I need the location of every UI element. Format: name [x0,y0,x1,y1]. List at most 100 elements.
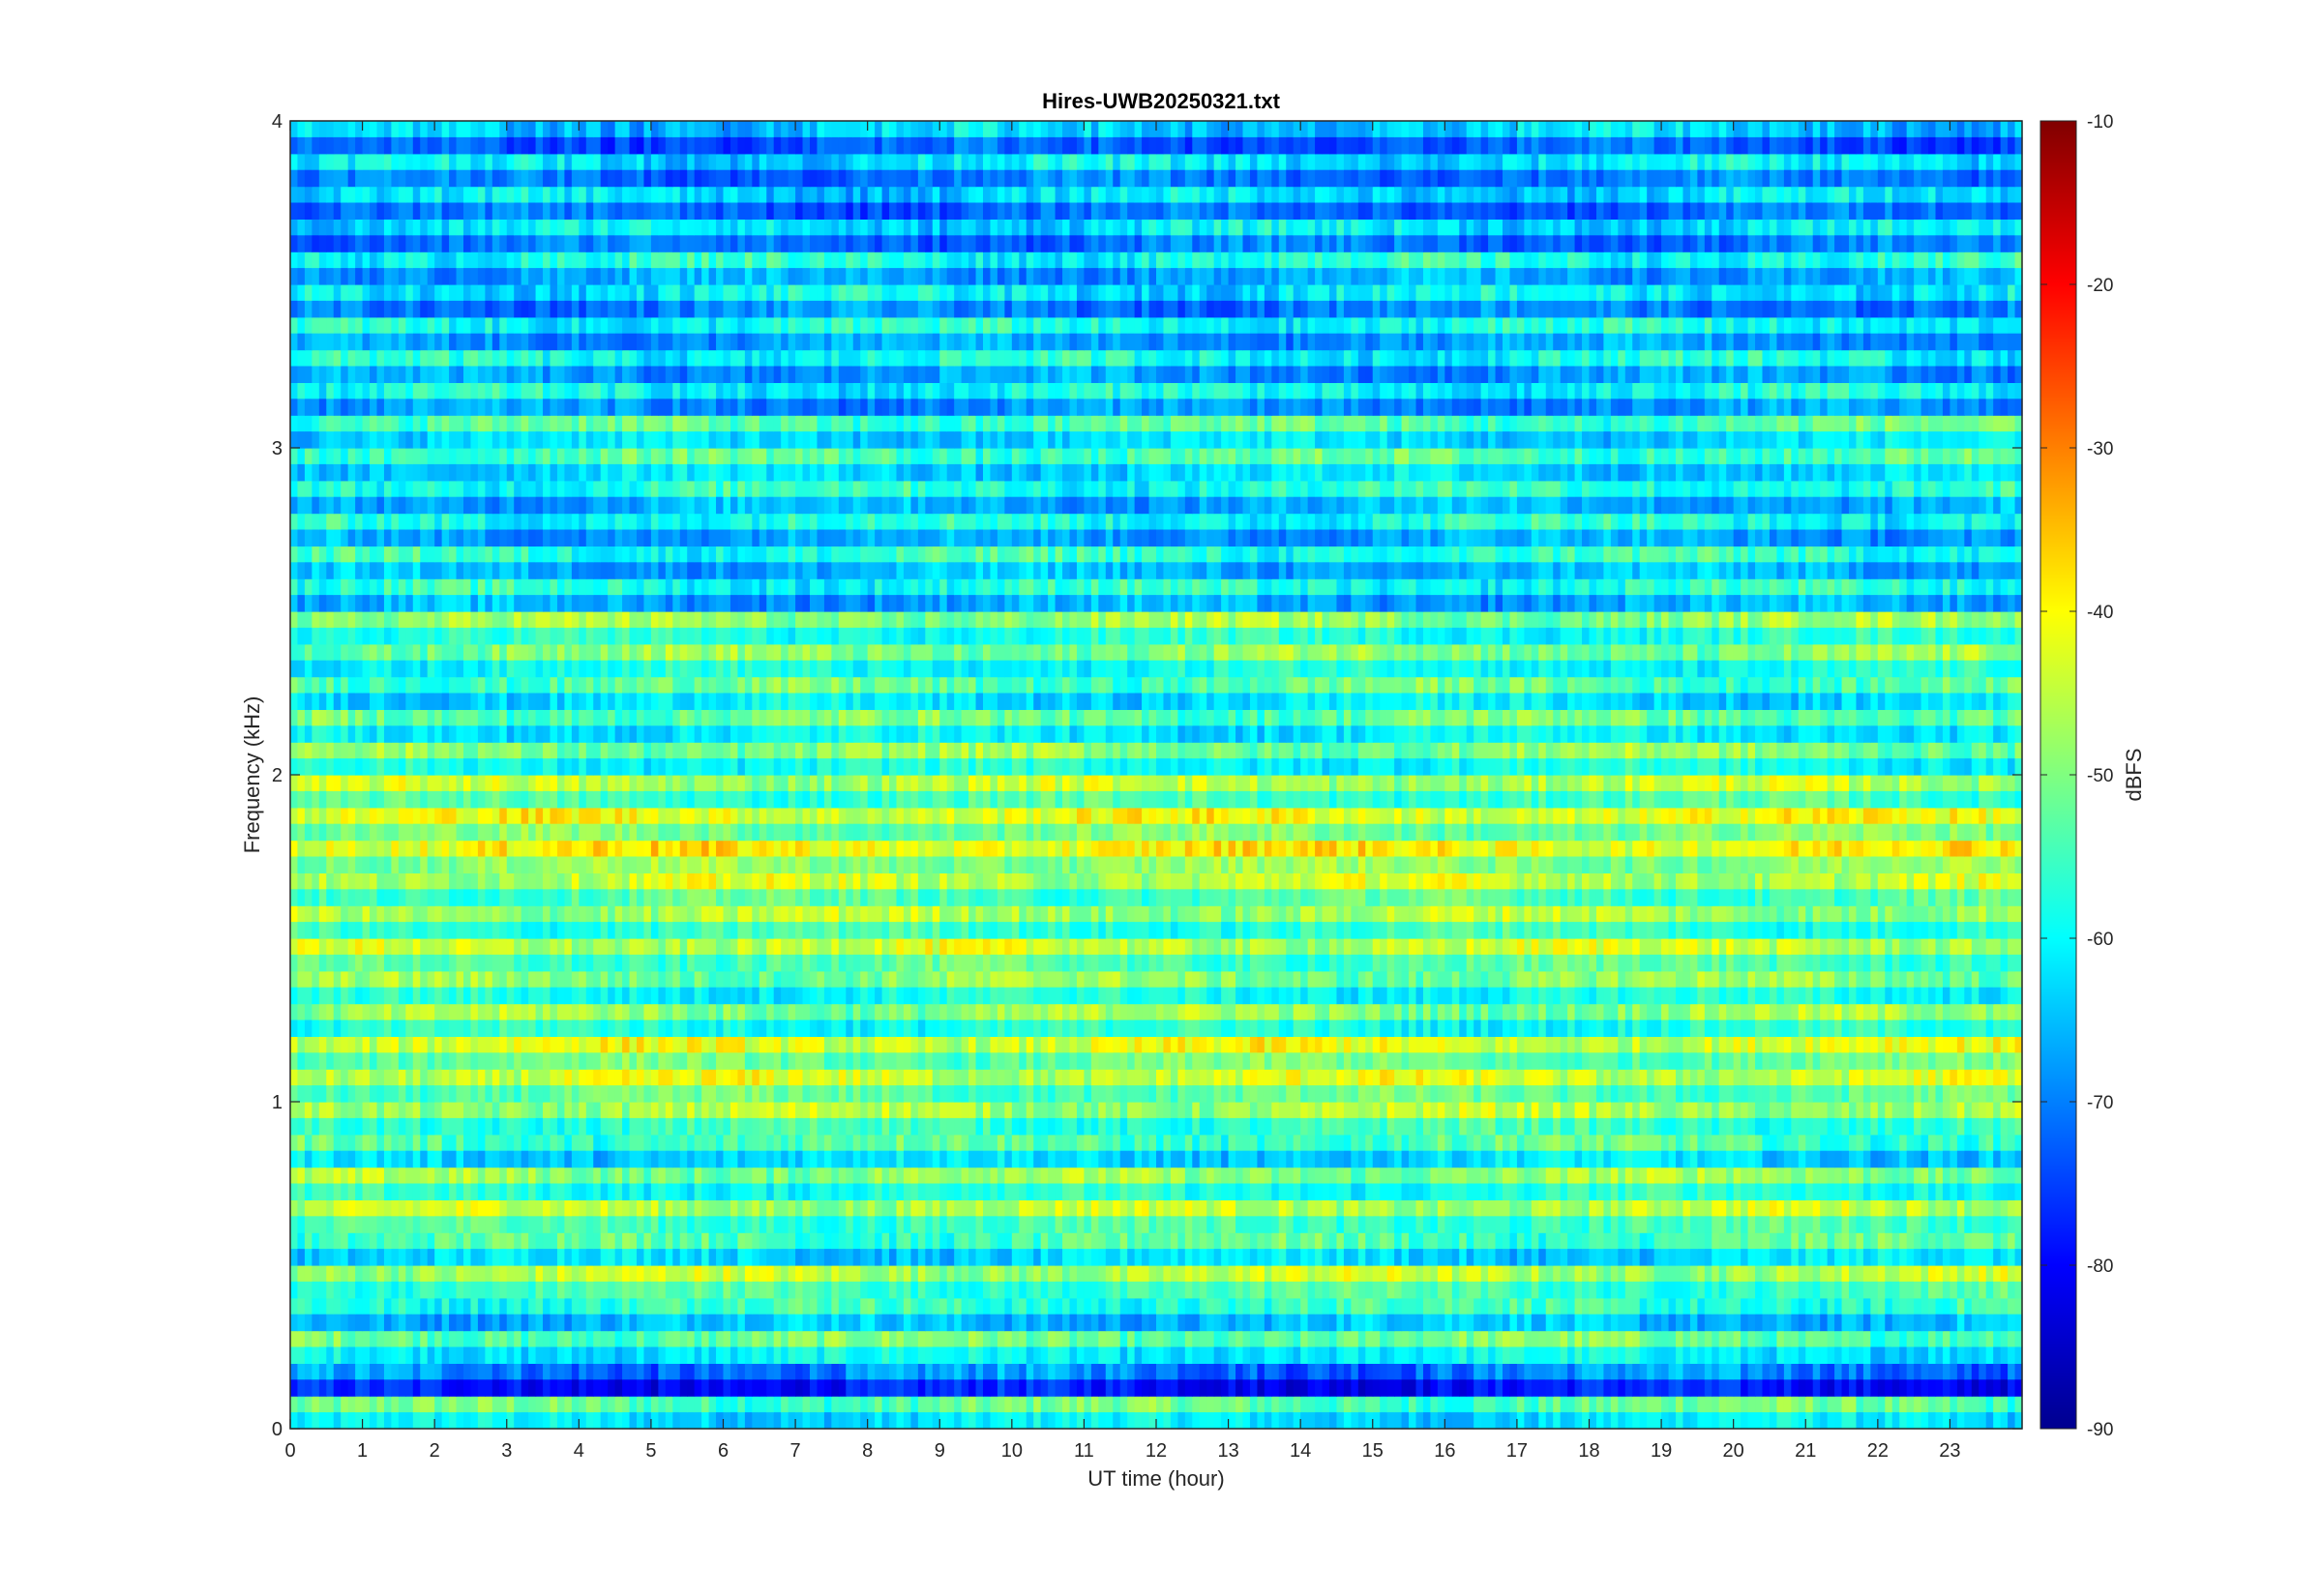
heatmap-cell [1242,1199,1251,1217]
heatmap-cell [875,1297,883,1315]
heatmap-cell [1451,1134,1460,1152]
heatmap-cell [1545,1412,1554,1430]
heatmap-cell [1950,1281,1958,1299]
heatmap-cell [1553,1314,1562,1332]
heatmap-cell [1964,1281,1973,1299]
heatmap-cell [1372,1297,1381,1315]
heatmap-cell [1582,1346,1591,1364]
heatmap-cell [1718,1134,1727,1152]
heatmap-cell [1134,1281,1143,1299]
heatmap-cell [1783,1412,1792,1430]
heatmap-cell [1538,1216,1547,1233]
heatmap-cell [1985,1183,1994,1200]
heatmap-cell [1459,1167,1468,1185]
heatmap-cell [910,1167,919,1185]
heatmap-cell [939,1167,948,1185]
heatmap-cell [1805,1297,1814,1315]
heatmap-cell [831,1363,840,1380]
heatmap-cell [1726,1346,1735,1364]
heatmap-cell [1653,1363,1662,1380]
heatmap-cell [679,1297,688,1315]
heatmap-cell [1206,1249,1215,1266]
heatmap-cell [1466,1330,1474,1348]
heatmap-cell [1286,1150,1295,1168]
heatmap-cell [1113,1281,1121,1299]
heatmap-cell [643,1167,652,1185]
heatmap-cell [997,1199,1005,1217]
heatmap-cell [1935,1396,1944,1413]
heatmap-cell [723,1199,731,1217]
heatmap-cell [1293,1363,1301,1380]
heatmap-cell [1567,1346,1576,1364]
heatmap-cell [1278,1379,1287,1397]
heatmap-cell [1827,1396,1835,1413]
heatmap-cell [463,1346,472,1364]
heatmap-cell [456,1330,464,1348]
heatmap-cell [1755,1150,1764,1168]
heatmap-cell [1430,1150,1439,1168]
heatmap-cell [1177,1150,1186,1168]
heatmap-cell [1942,1346,1951,1364]
heatmap-cell [932,1249,940,1266]
heatmap-cell [1531,1167,1539,1185]
heatmap-cell [622,1183,631,1200]
heatmap-cell [1624,1363,1633,1380]
heatmap-cell [1459,1183,1468,1200]
heatmap-cell [1993,1396,2002,1413]
heatmap-cell [975,1232,984,1250]
heatmap-cell [629,1314,638,1332]
heatmap-cell [427,1117,435,1136]
heatmap-cell [398,1232,406,1250]
heatmap-cell [593,1102,602,1119]
heatmap-cell [1849,1216,1858,1233]
heatmap-cell [867,1314,876,1332]
heatmap-cell [420,1199,429,1217]
heatmap-cell [744,1069,753,1086]
heatmap-cell [1380,1265,1388,1283]
heatmap-cell [600,1085,609,1103]
heatmap-cell [449,1249,458,1266]
heatmap-cell [1142,1346,1150,1364]
heatmap-cell [1026,1412,1034,1430]
heatmap-cell [946,1297,955,1315]
heatmap-cell [932,1396,940,1413]
heatmap-cell [1409,1199,1417,1217]
heatmap-cell [716,1297,725,1315]
heatmap-cell [1574,1363,1583,1380]
heatmap-cell [752,1249,760,1266]
heatmap-cell [846,1330,854,1348]
heatmap-cell [1718,1412,1727,1430]
heatmap-cell [1531,1396,1539,1413]
heatmap-cell [1177,1396,1186,1413]
heatmap-cell [1639,1412,1648,1430]
heatmap-cell [1870,1117,1879,1136]
heatmap-cell [1329,1150,1338,1168]
heatmap-cell [600,1265,609,1283]
heatmap-cell [1849,1379,1858,1397]
heatmap-cell [1718,1102,1727,1119]
heatmap-cell [1524,1297,1533,1315]
heatmap-cell [1870,1379,1879,1397]
heatmap-cell [376,1314,385,1332]
heatmap-cell [1119,1150,1128,1168]
heatmap-cell [326,1069,335,1086]
heatmap-cell [708,1412,717,1430]
heatmap-cell [398,1249,406,1266]
heatmap-cell [470,1281,479,1299]
heatmap-cell [831,1199,840,1217]
heatmap-cell [650,1216,659,1233]
heatmap-cell [939,1265,948,1283]
heatmap-cell [1401,1363,1410,1380]
heatmap-cell [1437,1363,1445,1380]
heatmap-cell [1264,1314,1272,1332]
heatmap-cell [1293,1199,1301,1217]
heatmap-cell [1783,1330,1792,1348]
heatmap-cell [608,1150,616,1168]
heatmap-cell [1741,1150,1749,1168]
heatmap-cell [665,1314,673,1332]
heatmap-cell [485,1134,493,1152]
heatmap-cell [1213,1297,1222,1315]
heatmap-cell [1610,1183,1619,1200]
heatmap-cell [1293,1330,1301,1348]
heatmap-cell [470,1167,479,1185]
